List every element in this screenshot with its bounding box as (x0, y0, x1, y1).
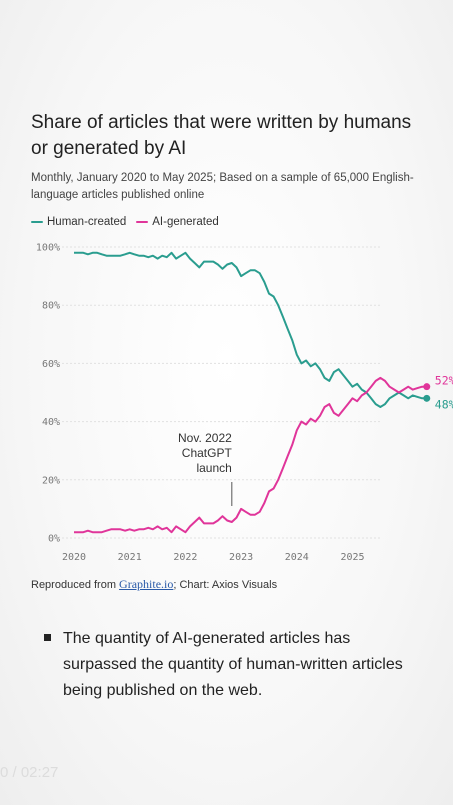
series-end-label: 52% (435, 374, 453, 388)
legend-item-human: Human-created (31, 216, 126, 228)
series-end-dot (423, 383, 431, 391)
chart-title: Share of articles that were written by h… (31, 112, 412, 159)
legend-swatch-human (31, 220, 43, 224)
y-tick-label: 40% (42, 417, 60, 428)
annotation-text: launch (196, 461, 231, 475)
x-tick-label: 2020 (62, 552, 86, 563)
source-prefix: Reproduced from (31, 579, 120, 591)
video-timecode: 0 / 02:27 (0, 764, 59, 781)
bullet-text: The quantity of AI-generated articles ha… (63, 630, 403, 699)
series-line-human (74, 251, 427, 408)
series-line-ai (74, 376, 427, 534)
y-tick-label: 100% (36, 243, 60, 254)
chart-subtitle: Monthly, January 2020 to May 2025; Based… (31, 172, 414, 201)
legend-swatch-ai (136, 220, 149, 224)
y-tick-label: 80% (42, 301, 60, 312)
legend-item-ai: AI-generated (136, 216, 219, 228)
y-tick-label: 0% (48, 534, 60, 545)
source-note: Reproduced from Graphite.io; Chart: Axio… (31, 577, 277, 592)
annotation-text: Nov. 2022 (178, 431, 232, 445)
line-chart: 0% 20% 40% 60% 80% 100% 2020 2021 2022 2023 2024 20… (36, 243, 453, 564)
annotation-text: ChatGPT (182, 446, 233, 460)
x-tick-label: 2023 (229, 552, 253, 563)
bullet-square-icon (44, 634, 51, 641)
series-end-dot (423, 394, 431, 402)
x-tick-label: 2022 (173, 552, 197, 563)
x-tick-label: 2025 (340, 552, 364, 563)
y-tick-label: 20% (42, 475, 60, 486)
legend-label-human: Human-created (47, 216, 127, 228)
source-suffix: ; Chart: Axios Visuals (173, 579, 278, 591)
source-link[interactable]: Graphite.io (119, 577, 174, 591)
chart-legend: Human-created AI-generated (31, 216, 219, 228)
x-tick-label: 2021 (118, 552, 142, 563)
legend-label-ai: AI-generated (152, 216, 219, 228)
y-tick-label: 60% (42, 359, 60, 370)
bullet-point: The quantity of AI-generated articles ha… (44, 626, 404, 704)
x-tick-label: 2024 (285, 552, 309, 563)
series-end-label: 48% (435, 397, 453, 411)
